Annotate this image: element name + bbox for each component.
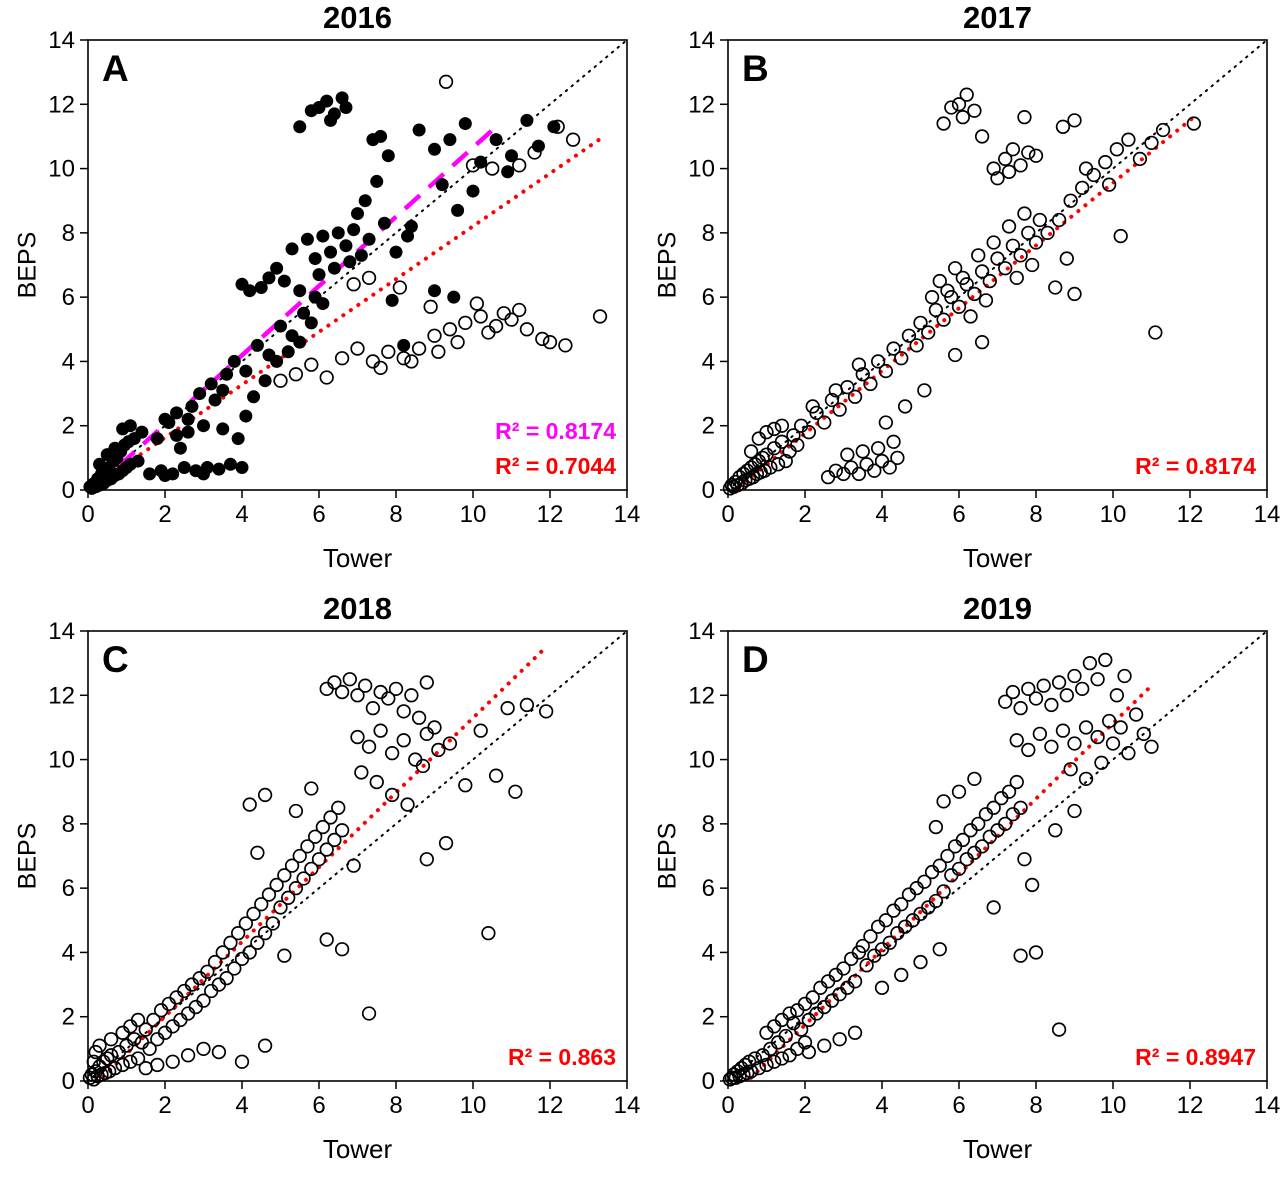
svg-text:4: 4: [235, 501, 248, 528]
r-squared-value-red: R² = 0.863: [507, 1044, 616, 1071]
svg-text:4: 4: [875, 501, 888, 528]
panel-title: 2018: [323, 591, 392, 626]
svg-text:2: 2: [702, 413, 715, 440]
svg-text:6: 6: [62, 284, 75, 311]
svg-text:0: 0: [62, 477, 75, 504]
svg-text:12: 12: [688, 682, 715, 709]
svg-text:8: 8: [389, 1092, 402, 1119]
panel-2019: 0 2 4 6 8 10 12 14 0 2 4 6 8 10 12 14 2019 D BEPS Tower…: [640, 591, 1280, 1182]
svg-text:6: 6: [952, 501, 965, 528]
panel-letter: C: [102, 639, 129, 680]
svg-text:2: 2: [62, 1004, 75, 1031]
svg-text:4: 4: [62, 939, 75, 966]
svg-text:12: 12: [537, 501, 564, 528]
y-axis-label: BEPS: [653, 231, 682, 299]
y-axis-label: BEPS: [13, 231, 42, 299]
svg-text:2: 2: [798, 501, 811, 528]
svg-text:14: 14: [1254, 501, 1280, 528]
x-axis-label: Tower: [322, 1134, 393, 1164]
r-squared-annotations: R² = 0.8174 R² = 0.7044: [495, 414, 616, 485]
svg-text:8: 8: [702, 811, 715, 838]
svg-text:14: 14: [1254, 1092, 1280, 1119]
svg-text:14: 14: [48, 618, 75, 645]
svg-text:6: 6: [312, 501, 325, 528]
r-squared-value-red: R² = 0.8947: [1135, 1044, 1256, 1071]
r-squared-annotations: R² = 0.863: [508, 1040, 616, 1076]
svg-text:14: 14: [688, 27, 715, 54]
svg-text:10: 10: [460, 501, 487, 528]
svg-text:0: 0: [721, 501, 734, 528]
svg-text:8: 8: [62, 220, 75, 247]
svg-text:8: 8: [1029, 1092, 1042, 1119]
scatter-plot-2018: 0 2 4 6 8 10 12 14 0 2 4 6 8 10 12 14: [48, 618, 640, 1119]
svg-text:0: 0: [702, 1068, 715, 1095]
svg-text:10: 10: [1100, 1092, 1127, 1119]
r-squared-annotations: R² = 0.8947: [1135, 1040, 1256, 1076]
svg-text:10: 10: [460, 1092, 487, 1119]
svg-text:4: 4: [702, 939, 715, 966]
svg-text:10: 10: [688, 156, 715, 183]
r-squared-value-magenta: R² = 0.8174: [495, 417, 616, 444]
svg-text:2: 2: [702, 1004, 715, 1031]
y-axis-label: BEPS: [653, 822, 682, 890]
svg-text:8: 8: [389, 501, 402, 528]
svg-text:0: 0: [81, 1092, 94, 1119]
panel-letter: D: [742, 639, 769, 680]
svg-text:6: 6: [702, 284, 715, 311]
svg-text:2: 2: [62, 413, 75, 440]
r-squared-value-red: R² = 0.8174: [1135, 453, 1256, 480]
x-axis-label: Tower: [962, 1134, 1033, 1164]
x-axis-label: Tower: [322, 543, 393, 573]
svg-text:10: 10: [48, 156, 75, 183]
svg-text:8: 8: [702, 220, 715, 247]
svg-text:6: 6: [312, 1092, 325, 1119]
svg-text:14: 14: [48, 27, 75, 54]
svg-text:4: 4: [875, 1092, 888, 1119]
svg-text:10: 10: [1100, 501, 1127, 528]
svg-text:8: 8: [1029, 501, 1042, 528]
scatter-plot-2016: 0 2 4 6 8 10 12 14 0 2 4 6 8 10 12 14: [48, 27, 640, 528]
panel-2018: 0 2 4 6 8 10 12 14 0 2 4 6 8 10 12 14 2018 C BEPS Tower…: [0, 591, 641, 1182]
x-axis-label: Tower: [962, 543, 1033, 573]
svg-text:0: 0: [62, 1068, 75, 1095]
svg-text:6: 6: [702, 875, 715, 902]
panel-2016: 0 2 4 6 8 10 12 14 0 2 4 6 8 10 12 14 2016 A BEPS Tower…: [0, 0, 641, 591]
svg-text:2: 2: [158, 1092, 171, 1119]
svg-text:12: 12: [48, 91, 75, 118]
panel-title: 2016: [323, 0, 392, 35]
svg-text:12: 12: [48, 682, 75, 709]
panel-title: 2017: [963, 0, 1032, 35]
svg-text:0: 0: [81, 501, 94, 528]
panel-title: 2019: [963, 591, 1032, 626]
svg-text:2: 2: [158, 501, 171, 528]
svg-text:12: 12: [537, 1092, 564, 1119]
svg-text:6: 6: [952, 1092, 965, 1119]
svg-text:10: 10: [48, 747, 75, 774]
svg-text:14: 14: [614, 1092, 640, 1119]
r-squared-annotations: R² = 0.8174: [1135, 449, 1256, 485]
svg-text:10: 10: [688, 747, 715, 774]
svg-text:12: 12: [688, 91, 715, 118]
svg-text:6: 6: [62, 875, 75, 902]
svg-text:4: 4: [702, 348, 715, 375]
panel-letter: B: [742, 48, 769, 89]
svg-text:12: 12: [1177, 501, 1204, 528]
scatter-plot-2017: 0 2 4 6 8 10 12 14 0 2 4 6 8 10 12 14: [688, 27, 1280, 528]
y-axis-label: BEPS: [13, 822, 42, 890]
svg-text:4: 4: [235, 1092, 248, 1119]
svg-text:0: 0: [721, 1092, 734, 1119]
svg-text:2: 2: [798, 1092, 811, 1119]
svg-text:14: 14: [688, 618, 715, 645]
scatter-plot-2019: 0 2 4 6 8 10 12 14 0 2 4 6 8 10 12 14: [688, 618, 1280, 1119]
svg-text:4: 4: [62, 348, 75, 375]
r-squared-value-red: R² = 0.7044: [495, 453, 616, 480]
svg-text:0: 0: [702, 477, 715, 504]
svg-text:14: 14: [614, 501, 640, 528]
panel-2017: 0 2 4 6 8 10 12 14 0 2 4 6 8 10 12 14 2017 B BEPS Tower…: [640, 0, 1280, 591]
svg-text:8: 8: [62, 811, 75, 838]
svg-text:12: 12: [1177, 1092, 1204, 1119]
panel-letter: A: [102, 48, 129, 89]
